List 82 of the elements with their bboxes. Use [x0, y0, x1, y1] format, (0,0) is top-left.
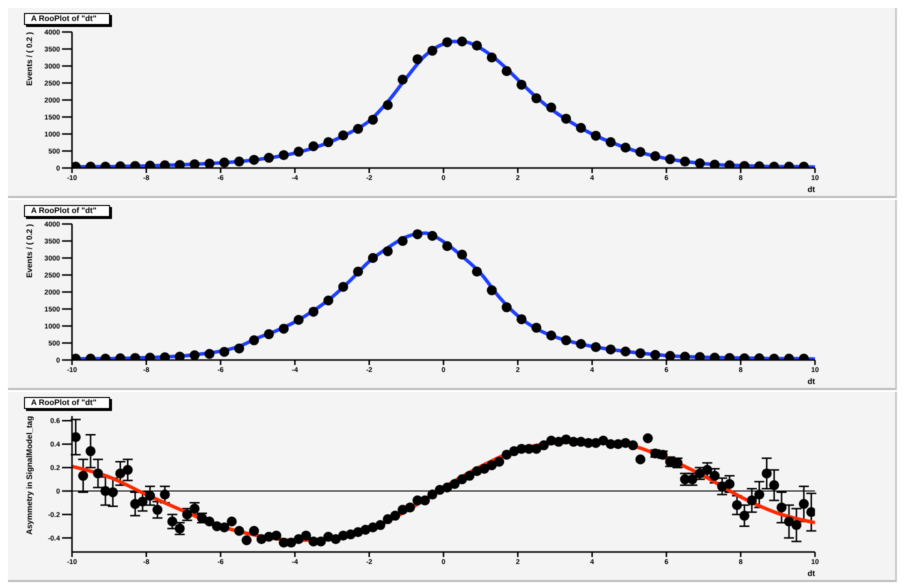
point — [382, 100, 393, 110]
chart-title: A RooPlot of "dt" — [24, 13, 110, 25]
point — [219, 158, 230, 168]
point — [650, 151, 660, 162]
y-axis-title: Events / ( 0.2 ) — [25, 32, 34, 86]
point — [472, 266, 482, 277]
point — [190, 350, 200, 360]
point — [620, 346, 631, 356]
point — [710, 160, 720, 168]
point — [561, 335, 572, 346]
point — [264, 152, 274, 163]
point — [412, 229, 422, 240]
point — [561, 114, 572, 124]
point — [398, 236, 408, 246]
point — [546, 102, 556, 112]
point — [353, 266, 364, 277]
point — [694, 352, 705, 360]
point — [457, 250, 468, 260]
point — [635, 348, 646, 358]
x-axis-title: dt — [807, 377, 816, 386]
point — [294, 314, 304, 325]
point — [368, 253, 378, 263]
point — [665, 154, 676, 164]
point — [576, 339, 586, 350]
point — [338, 130, 348, 140]
point — [427, 230, 438, 241]
point — [546, 330, 556, 341]
point — [368, 114, 378, 125]
point — [486, 52, 497, 62]
point — [278, 324, 289, 334]
point — [531, 322, 542, 333]
point — [382, 246, 393, 256]
point — [516, 314, 527, 324]
point — [249, 154, 260, 165]
point — [650, 350, 660, 360]
point — [412, 54, 422, 64]
point — [427, 46, 438, 56]
point — [323, 137, 334, 148]
point — [278, 150, 289, 160]
y-axis-title: Asymmetry in SignalModel_tag — [25, 416, 34, 535]
y-axis-title: Events / ( 0.2 ) — [25, 224, 34, 278]
point — [204, 158, 214, 168]
point — [234, 343, 244, 354]
point — [204, 348, 214, 359]
point — [606, 344, 616, 354]
point — [486, 285, 497, 296]
point — [308, 306, 318, 317]
point — [576, 122, 586, 133]
point — [264, 329, 274, 340]
x-axis-title: dt — [807, 569, 816, 578]
point — [398, 74, 408, 85]
point — [353, 124, 364, 134]
point — [665, 350, 676, 360]
point — [457, 36, 468, 47]
point — [502, 66, 512, 76]
point — [249, 335, 260, 346]
point — [502, 302, 512, 312]
point — [219, 346, 230, 357]
point — [442, 241, 452, 252]
point — [516, 80, 527, 90]
point — [338, 282, 348, 292]
point — [620, 142, 631, 153]
point — [323, 296, 334, 306]
point — [442, 37, 452, 48]
point — [308, 141, 318, 152]
point — [472, 40, 482, 51]
point — [694, 158, 705, 168]
point — [590, 342, 601, 352]
point — [190, 159, 200, 168]
point — [174, 160, 185, 168]
point — [174, 352, 185, 360]
point — [680, 352, 690, 360]
chart-title: A RooPlot of "dt" — [24, 397, 110, 409]
chart-title: A RooPlot of "dt" — [24, 205, 110, 217]
point — [635, 147, 646, 158]
point — [234, 156, 244, 167]
point — [590, 130, 601, 141]
point — [606, 137, 616, 148]
point — [680, 156, 690, 167]
point — [294, 146, 304, 157]
point — [531, 93, 542, 104]
x-axis-title: dt — [807, 185, 816, 194]
